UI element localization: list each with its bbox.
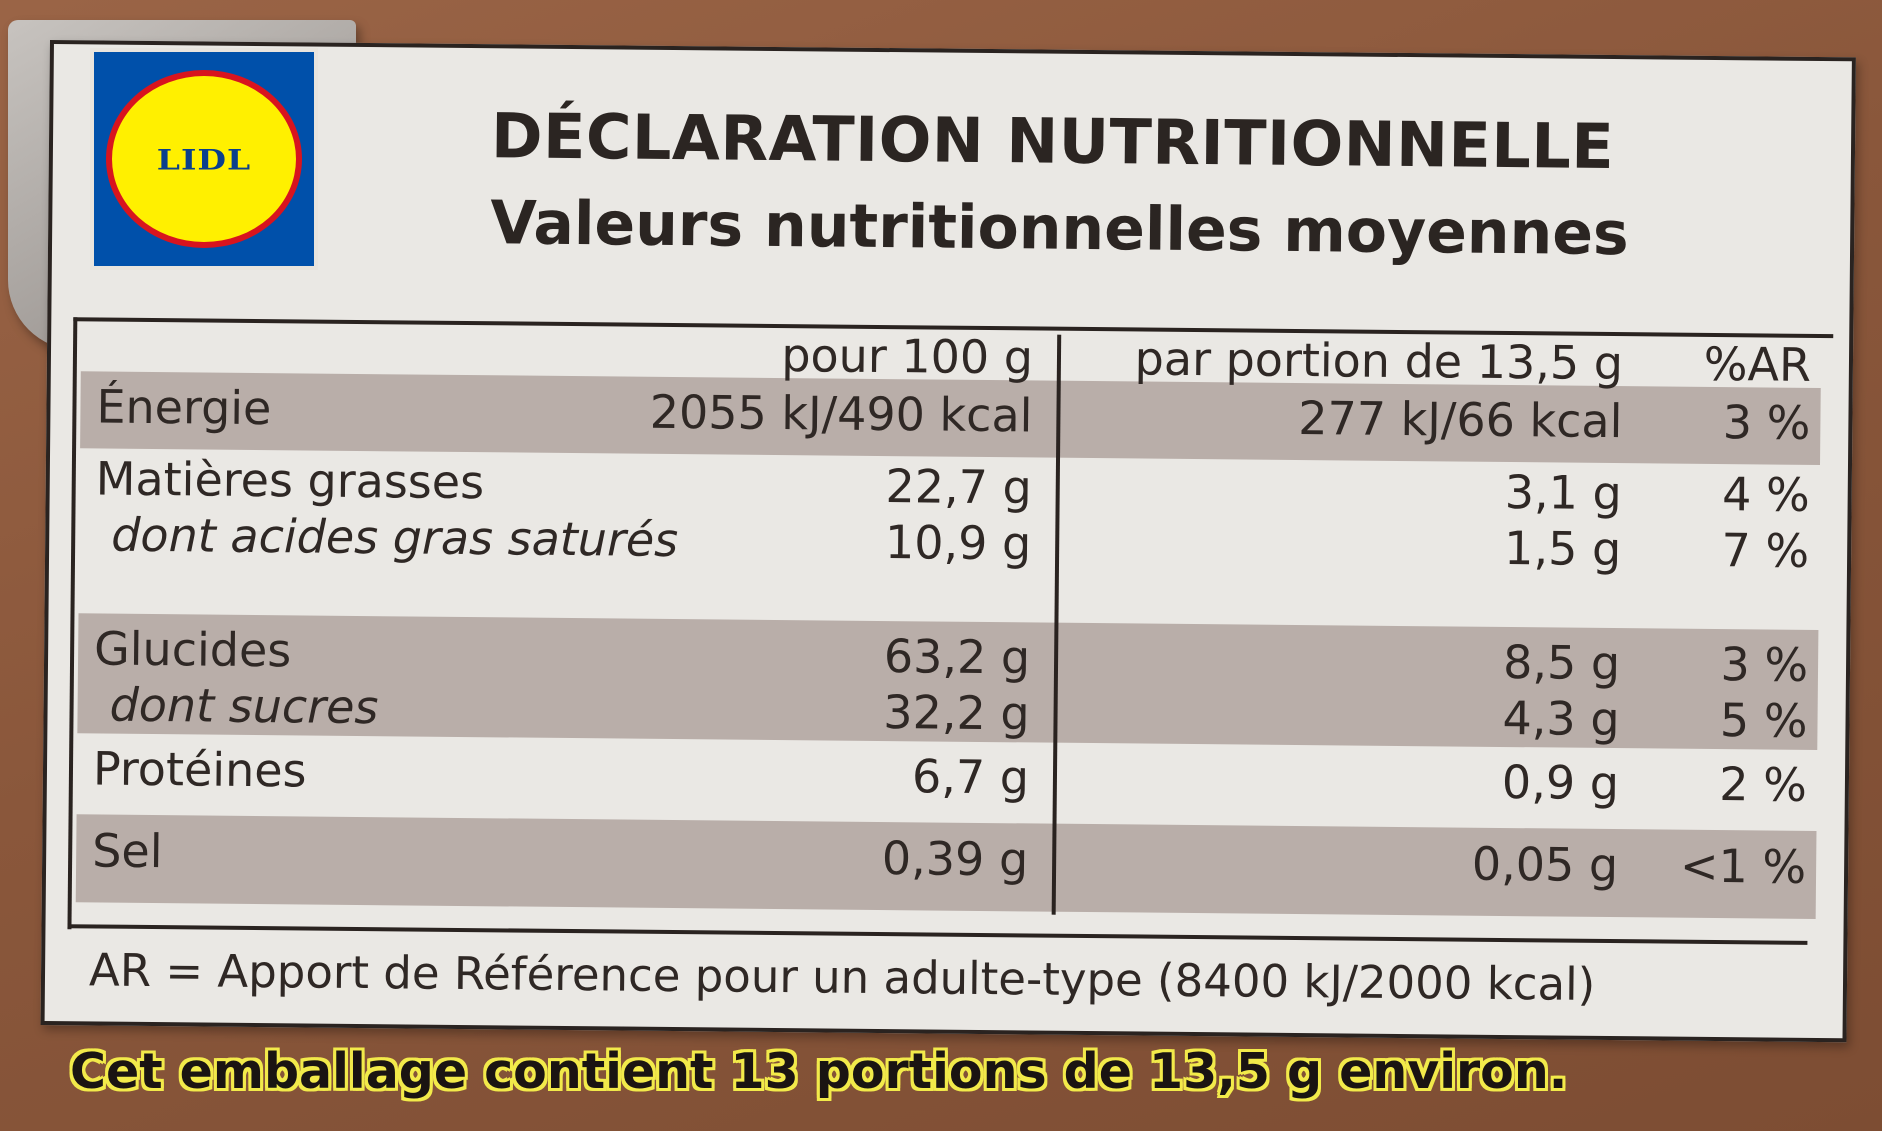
header-ar: %AR	[1703, 336, 1812, 392]
logo-disc: LIDL	[106, 70, 302, 248]
value-prot-portion: 0,9 g	[1501, 754, 1620, 811]
nutrition-table: pour 100 g par portion de 13,5 g %AR Éne…	[67, 317, 1834, 947]
value-glu-portion: 8,5 g	[1502, 634, 1621, 691]
row-label-energie: Énergie	[96, 379, 272, 436]
value-mg-per100: 22,7 g	[885, 459, 1033, 515]
value-suc-portion: 4,3 g	[1502, 690, 1620, 747]
value-suc-per100: 32,2 g	[883, 685, 1030, 741]
value-prot-per100: 6,7 g	[911, 749, 1030, 805]
row-label-glucides: Glucides	[93, 621, 292, 678]
header-per-100g: pour 100 g	[781, 328, 1034, 385]
logo-wordmark: LIDL	[156, 142, 252, 176]
row-label-matieres-grasses: Matières grasses	[95, 451, 485, 510]
value-suc-ar: 5 %	[1719, 693, 1808, 748]
value-sat-ar: 7 %	[1721, 523, 1810, 578]
value-sel-portion: 0,05 g	[1471, 836, 1619, 893]
label-title: DÉCLARATION NUTRITIONNELLE	[490, 99, 1615, 184]
row-label-sel: Sel	[91, 823, 163, 879]
label-subtitle: Valeurs nutritionnelles moyennes	[489, 188, 1630, 270]
ar-footnote: AR = Apport de Référence pour un adulte-…	[88, 943, 1596, 1011]
value-mg-ar: 4 %	[1721, 467, 1810, 522]
value-glu-ar: 3 %	[1720, 637, 1809, 692]
value-mg-portion: 3,1 g	[1504, 464, 1622, 521]
package-portions-note: Cet emballage contient 13 portions de 13…	[70, 1043, 1568, 1100]
value-sat-portion: 1,5 g	[1503, 520, 1622, 577]
value-sel-ar: <1 %	[1679, 838, 1807, 894]
lidl-logo: LIDL	[90, 48, 318, 270]
value-sel-per100: 0,39 g	[881, 831, 1029, 887]
value-energie-per100: 2055 kJ/490 kcal	[649, 384, 1033, 443]
row-label-proteines: Protéines	[92, 741, 307, 798]
row-label-sucres: dont sucres	[109, 677, 379, 735]
value-glu-per100: 63,2 g	[883, 629, 1031, 685]
header-per-portion: par portion de 13,5 g	[1134, 331, 1624, 391]
value-sat-per100: 10,9 g	[884, 515, 1032, 571]
value-prot-ar: 2 %	[1719, 757, 1808, 812]
row-label-satures: dont acides gras saturés	[110, 507, 679, 568]
value-energie-ar: 3 %	[1722, 395, 1811, 450]
value-energie-portion: 277 kJ/66 kcal	[1297, 391, 1623, 449]
